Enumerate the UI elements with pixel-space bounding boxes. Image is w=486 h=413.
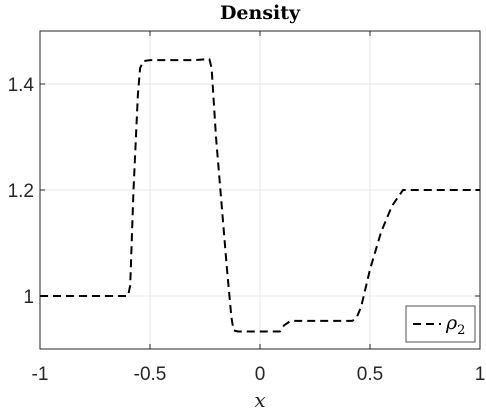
x-tick-label: 1 <box>475 364 486 385</box>
x-axis-label: x <box>254 388 265 412</box>
legend-series-subscript: 2 <box>457 323 465 338</box>
legend: ρ2 <box>405 305 476 343</box>
series-layer <box>40 58 480 333</box>
legend-label: ρ2 <box>445 312 465 338</box>
y-tick-label: 1.2 <box>8 181 34 202</box>
series-line <box>40 58 480 333</box>
x-tick-label: -1 <box>32 364 49 385</box>
x-tick-label: 0 <box>255 364 266 385</box>
y-tick-label: 1 <box>23 287 34 308</box>
x-tick-labels: -1 -0.5 0 0.5 1 <box>32 364 486 385</box>
x-tick-label: 0.5 <box>357 364 383 385</box>
legend-series-name: ρ <box>445 312 458 334</box>
chart-title: Density <box>220 2 301 24</box>
x-tick-label: -0.5 <box>134 364 167 385</box>
y-tick-labels: 1 1.2 1.4 <box>8 75 35 308</box>
y-tick-label: 1.4 <box>8 75 35 96</box>
